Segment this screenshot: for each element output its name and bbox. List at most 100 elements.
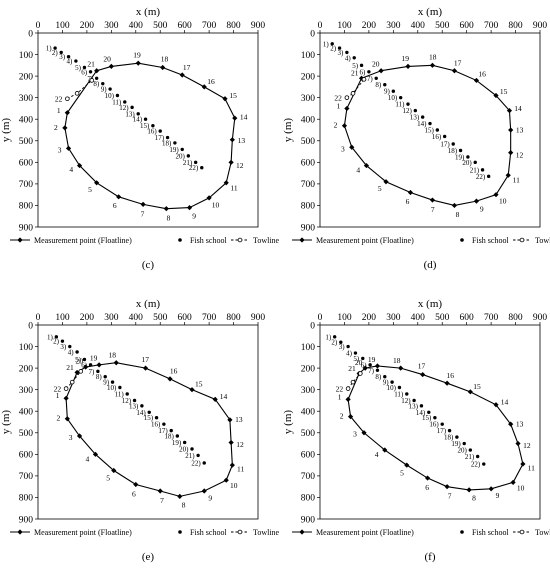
legend-fish-label: Fish school: [190, 236, 227, 245]
floatline-point: [201, 84, 207, 90]
fish-school-label: 11): [115, 390, 125, 398]
floatline-point-label: 11: [513, 175, 520, 184]
y-tick-label: 600: [19, 451, 34, 461]
fish-school-label: 12): [119, 104, 129, 112]
y-tick-label: 900: [301, 515, 316, 525]
towline-point: [65, 96, 70, 102]
floatline-point: [228, 439, 234, 446]
floatline-point-label: 21: [348, 364, 356, 373]
legend-towline-marker: [237, 237, 243, 243]
floatline-point: [76, 162, 83, 169]
floatline-point-label: 1: [56, 391, 60, 400]
floatline-point: [223, 180, 229, 186]
y-tick-label: 100: [19, 51, 34, 61]
fish-school-label: 4): [346, 350, 353, 358]
fish-school-point: [420, 115, 425, 119]
legend-towline-label: Towline: [253, 236, 280, 245]
legend-floatline-marker: [299, 237, 305, 243]
floatline-point-label: 12: [523, 441, 531, 450]
floatline-point-label: 9: [480, 204, 484, 213]
floatline-point-label: 4: [69, 165, 73, 174]
y-tick-label: 800: [19, 202, 34, 212]
floatline-point-label: 9: [208, 494, 212, 503]
floatline-point-label: 7: [448, 491, 452, 500]
floatline-point-label: 7: [141, 209, 145, 218]
x-tick-label: 600: [178, 21, 193, 31]
floatline-point-label: 16: [447, 371, 455, 380]
fish-school-label: 8): [96, 373, 103, 381]
plot-frame: [319, 32, 541, 228]
fish-school-point: [397, 385, 402, 390]
fish-school-point: [332, 335, 337, 339]
fish-school-point: [101, 81, 105, 86]
fish-school-point: [346, 344, 350, 349]
fish-school-label: 12): [401, 397, 411, 405]
x-tick-label: 800: [508, 313, 523, 323]
fish-school-label: 11): [395, 101, 405, 109]
floatline-point: [111, 467, 117, 474]
x-tick-label: 800: [226, 313, 241, 323]
plot-frame: [319, 324, 541, 520]
x-tick-label: 100: [337, 21, 352, 31]
fish-school-point: [352, 56, 356, 60]
fish-school-label: 22): [471, 461, 481, 469]
fish-school-point: [359, 63, 364, 68]
y-tick-label: 200: [301, 364, 316, 374]
fish-school-label: 14): [136, 409, 146, 417]
towline-point: [89, 78, 95, 83]
floatline-point-label: 6: [406, 197, 410, 206]
fish-school-point: [435, 128, 440, 132]
towline-point: [358, 371, 363, 376]
y-tick-label: 700: [301, 180, 316, 190]
fish-school-label: 6): [360, 68, 367, 76]
floatline-point: [382, 447, 388, 453]
fish-school-point: [353, 351, 358, 355]
floatline-point-label: 15: [229, 91, 237, 100]
floatline-point-label: 19: [368, 355, 376, 364]
x-tick-label: 700: [202, 21, 217, 31]
towline-point-label: 22: [336, 385, 344, 394]
floatline-point-label: 3: [58, 146, 62, 155]
fish-school-label: 8): [93, 80, 100, 88]
fish-school-point: [118, 385, 122, 390]
floatline-point: [94, 68, 100, 74]
fish-school-point: [451, 142, 455, 146]
y-tick-label: 0: [28, 29, 33, 39]
fish-school-point: [158, 129, 162, 133]
fish-school-point: [345, 50, 349, 55]
fish-school-label: 5): [75, 356, 82, 364]
floatline-point: [520, 461, 526, 467]
fish-school-point: [486, 174, 491, 179]
legend: Measurement point (Floatline) Fish school…: [10, 236, 280, 245]
fish-school-label: 4): [68, 348, 75, 356]
fish-school-point: [96, 369, 100, 374]
fish-school-label: 15): [140, 122, 150, 130]
floatline-point: [229, 137, 235, 143]
floatline-point: [405, 63, 411, 70]
fish-school-label: 3): [339, 343, 346, 351]
legend-fish-marker: [460, 238, 464, 242]
floatline-point-label: 13: [238, 136, 246, 145]
fish-school-point: [383, 83, 387, 87]
x-tick-label: 0: [36, 21, 41, 31]
fish-school-label: 1): [47, 333, 54, 341]
fish-school-point: [173, 141, 177, 145]
legend-floatline-marker: [17, 529, 23, 535]
legend-towline-marker: [519, 237, 525, 243]
fish-school-point: [88, 363, 93, 367]
towline-path: [346, 79, 365, 99]
fish-school-point: [433, 415, 437, 420]
x-tick-label: 0: [318, 21, 323, 31]
floatline-point: [429, 62, 436, 68]
floatline-point: [473, 198, 480, 204]
fish-school-label: 10): [107, 384, 117, 392]
fish-school-point: [193, 160, 198, 165]
y-tick-label: 200: [19, 364, 34, 374]
legend-fish-label: Fish school: [190, 528, 227, 537]
x-tick-label: 300: [104, 313, 119, 323]
fish-school-label: 10): [387, 384, 397, 392]
fish-school-label: 2): [53, 338, 60, 346]
fish-school-point: [468, 448, 473, 452]
chart-panel-3: 0 100 200 300 400 500 600 700 800 900 0 100 200 300 40…: [0, 298, 280, 563]
towline-point: [350, 379, 356, 385]
